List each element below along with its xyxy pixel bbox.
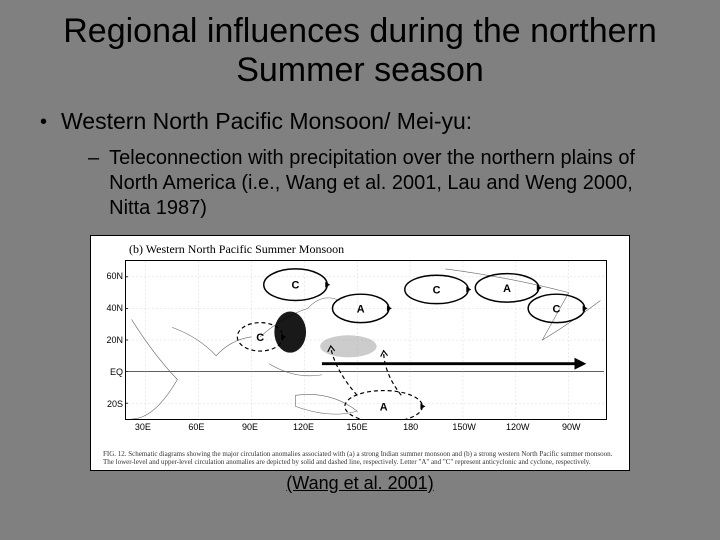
x-axis-label: 90W	[562, 422, 581, 432]
y-axis-label: 40N	[95, 303, 123, 313]
y-axis-label: 60N	[95, 271, 123, 281]
svg-text:C: C	[552, 304, 560, 316]
svg-text:A: A	[357, 304, 365, 316]
bullet-dash-icon: –	[88, 146, 99, 171]
x-axis-label: 60E	[188, 422, 204, 432]
y-axis-label: EQ	[95, 367, 123, 377]
figure-panel-label: (b) Western North Pacific Summer Monsoon	[129, 242, 344, 257]
figure-caption: FIG. 12. Schematic diagrams showing the …	[103, 450, 617, 466]
svg-text:C: C	[292, 280, 300, 292]
svg-text:C: C	[256, 332, 264, 344]
x-axis-label: 120E	[293, 422, 314, 432]
x-axis-label: 90E	[242, 422, 258, 432]
bullet-level2: – Teleconnection with precipitation over…	[88, 146, 670, 221]
x-axis-label: 150E	[347, 422, 368, 432]
bullet-dot-icon: •	[40, 108, 47, 136]
slide-title: Regional influences during the northern …	[30, 12, 690, 90]
figure-citation: (Wang et al. 2001)	[90, 473, 630, 494]
x-axis-label: 150W	[452, 422, 476, 432]
x-axis-label: 120W	[506, 422, 530, 432]
bullet1-text: Western North Pacific Monsoon/ Mei-yu:	[61, 108, 472, 135]
y-axis-label: 20S	[95, 399, 123, 409]
svg-text:A: A	[503, 283, 511, 295]
svg-text:C: C	[433, 285, 441, 297]
x-axis-label: 30E	[135, 422, 151, 432]
bullet2-text: Teleconnection with precipitation over t…	[109, 146, 670, 221]
bullet-level1: • Western North Pacific Monsoon/ Mei-yu:	[40, 108, 690, 136]
schematic-figure: (b) Western North Pacific Summer Monsoon…	[90, 235, 630, 471]
y-axis-label: 20N	[95, 335, 123, 345]
x-axis-label: 180	[403, 422, 418, 432]
svg-text:A: A	[380, 401, 388, 413]
map-plot-area: C A C A C C A	[125, 260, 607, 420]
